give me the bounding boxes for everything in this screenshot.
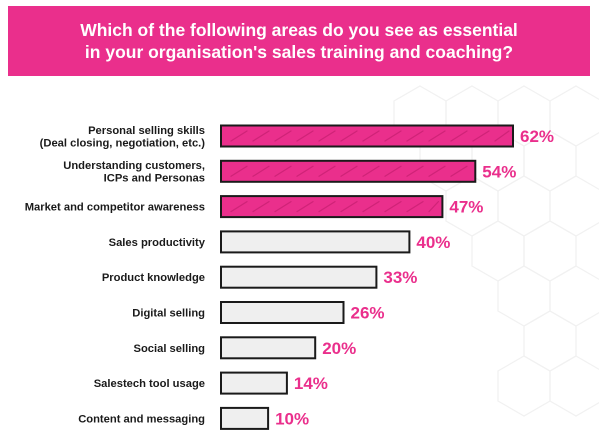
bar — [220, 336, 317, 360]
bar-group: Personal selling skills (Deal closing, ne… — [40, 124, 554, 150]
value-label: 54% — [482, 162, 516, 181]
bar — [220, 195, 444, 219]
value-label: 62% — [520, 127, 554, 146]
category-label: Digital selling — [132, 308, 205, 320]
bar — [220, 124, 514, 148]
hexagon-background-pattern — [393, 85, 599, 417]
value-label: 14% — [294, 374, 328, 393]
bar-group: Product knowledge 33% — [102, 265, 417, 289]
bar-hatch — [230, 201, 439, 213]
category-label: Social selling — [133, 343, 205, 355]
category-label: Salestech tool usage — [94, 378, 205, 390]
bar-group: Digital selling 26% — [132, 301, 385, 324]
bar — [220, 371, 288, 395]
value-label: 26% — [351, 304, 385, 323]
bar-group: Salestech tool usage 14% — [94, 371, 328, 395]
bar-hatch — [230, 130, 510, 142]
value-label: 10% — [275, 409, 309, 428]
category-label: Market and competitor awareness — [25, 202, 205, 214]
category-label: Product knowledge — [102, 272, 205, 284]
bar-group: Content and messaging 10% — [78, 406, 309, 430]
value-label: 20% — [322, 339, 356, 358]
value-label: 33% — [383, 268, 417, 287]
category-label: Understanding customers, ICPs and Persona… — [63, 160, 205, 185]
category-label: Sales productivity — [109, 237, 206, 249]
bar — [220, 230, 411, 254]
bar-group: Sales productivity 40% — [109, 230, 450, 254]
category-label: Content and messaging — [78, 413, 205, 425]
value-label: 47% — [449, 198, 483, 217]
bar — [220, 301, 345, 324]
title-banner: Which of the following areas do you see … — [8, 6, 590, 76]
bar — [220, 265, 378, 289]
chart-title: Which of the following areas do you see … — [80, 20, 518, 62]
bar-group: Social selling 20% — [133, 336, 356, 360]
bar-group: Understanding customers, ICPs and Persona… — [63, 159, 516, 185]
bar — [220, 406, 270, 430]
bar-group: Market and competitor awareness 47% — [25, 195, 483, 219]
bar-hatch — [230, 165, 468, 177]
value-label: 40% — [416, 233, 450, 252]
category-label: Personal selling skills (Deal closing, ne… — [40, 125, 206, 150]
